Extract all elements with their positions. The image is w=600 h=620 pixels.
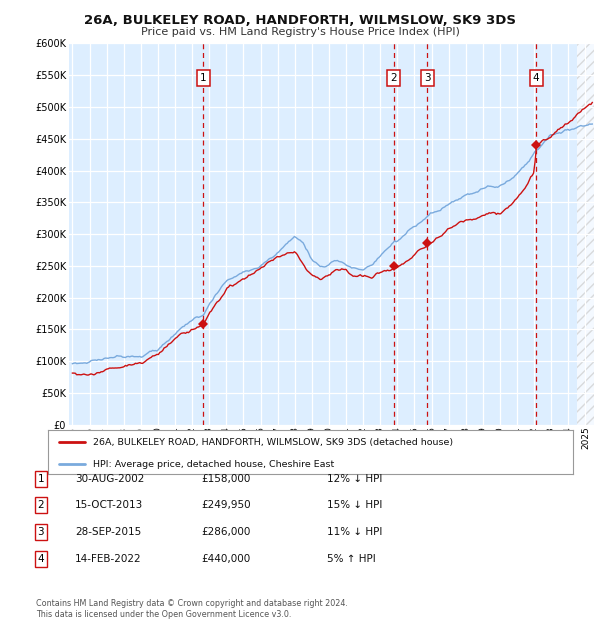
- Text: Contains HM Land Registry data © Crown copyright and database right 2024.
This d: Contains HM Land Registry data © Crown c…: [36, 600, 348, 619]
- Text: 2: 2: [391, 73, 397, 83]
- Text: 26A, BULKELEY ROAD, HANDFORTH, WILMSLOW, SK9 3DS (detached house): 26A, BULKELEY ROAD, HANDFORTH, WILMSLOW,…: [92, 438, 453, 446]
- Text: £440,000: £440,000: [201, 554, 250, 564]
- Text: 14-FEB-2022: 14-FEB-2022: [75, 554, 142, 564]
- Text: 4: 4: [37, 554, 44, 564]
- Text: 1: 1: [200, 73, 207, 83]
- Text: 15-OCT-2013: 15-OCT-2013: [75, 500, 143, 510]
- Text: 11% ↓ HPI: 11% ↓ HPI: [327, 527, 382, 537]
- Text: 26A, BULKELEY ROAD, HANDFORTH, WILMSLOW, SK9 3DS: 26A, BULKELEY ROAD, HANDFORTH, WILMSLOW,…: [84, 14, 516, 27]
- Text: 15% ↓ HPI: 15% ↓ HPI: [327, 500, 382, 510]
- Text: 3: 3: [37, 527, 44, 537]
- Text: 5% ↑ HPI: 5% ↑ HPI: [327, 554, 376, 564]
- Text: HPI: Average price, detached house, Cheshire East: HPI: Average price, detached house, Ches…: [92, 460, 334, 469]
- Text: 3: 3: [424, 73, 430, 83]
- Text: 30-AUG-2002: 30-AUG-2002: [75, 474, 145, 484]
- Text: £158,000: £158,000: [201, 474, 250, 484]
- Polygon shape: [577, 43, 594, 425]
- Text: 1: 1: [37, 474, 44, 484]
- Text: 12% ↓ HPI: 12% ↓ HPI: [327, 474, 382, 484]
- Text: £249,950: £249,950: [201, 500, 251, 510]
- Text: 4: 4: [533, 73, 539, 83]
- Text: 2: 2: [37, 500, 44, 510]
- Text: £286,000: £286,000: [201, 527, 250, 537]
- Text: Price paid vs. HM Land Registry's House Price Index (HPI): Price paid vs. HM Land Registry's House …: [140, 27, 460, 37]
- Text: 28-SEP-2015: 28-SEP-2015: [75, 527, 141, 537]
